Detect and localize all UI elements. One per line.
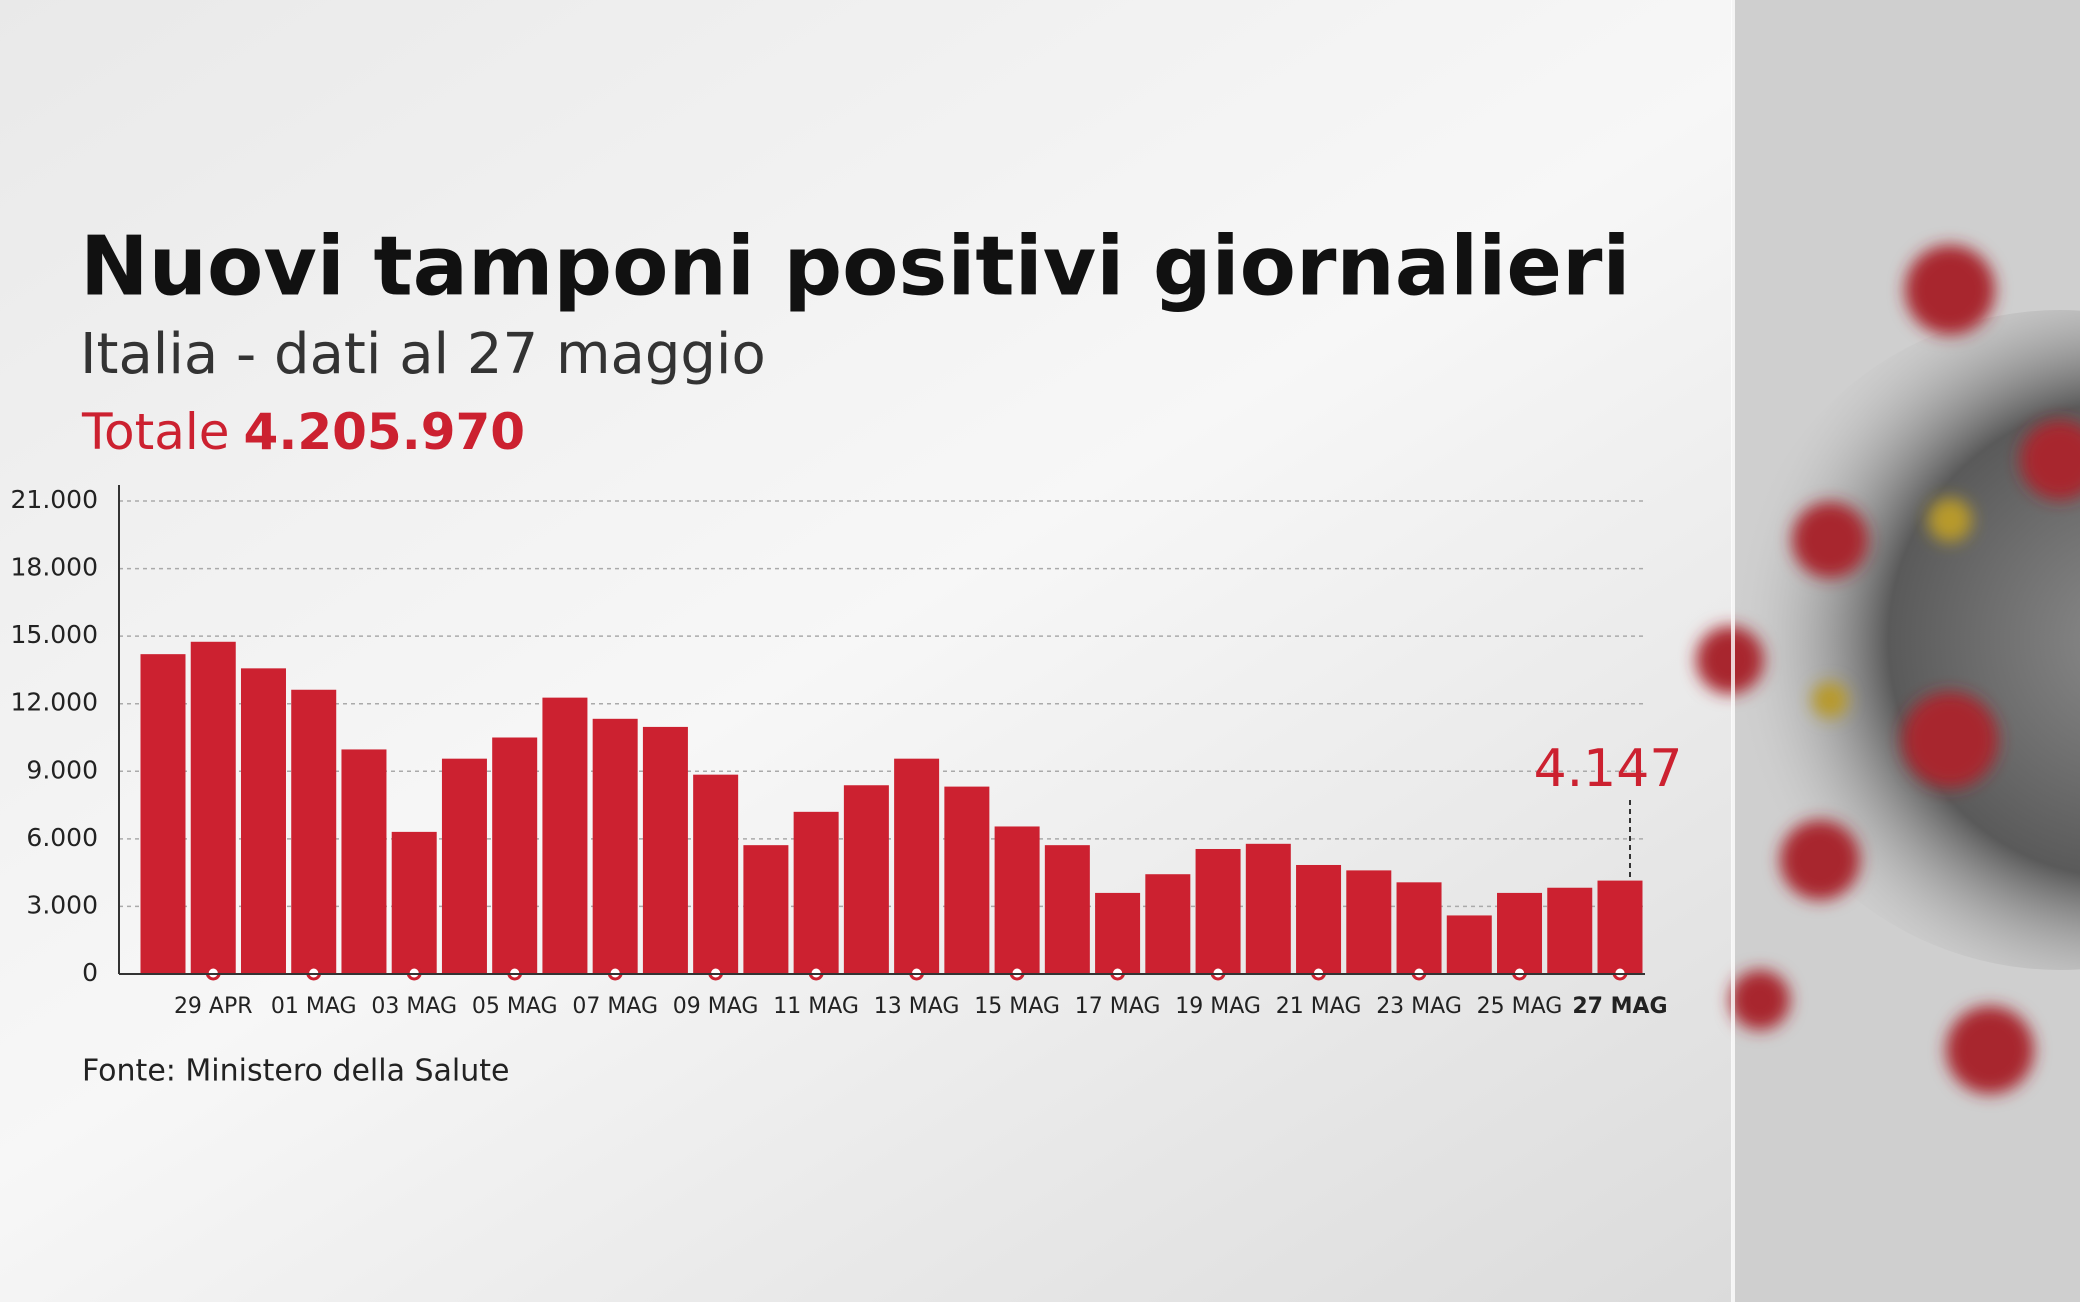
- total-label: Totale: [81, 403, 230, 461]
- bar: [1396, 882, 1442, 974]
- x-tick-label: 25 MAG: [1477, 994, 1563, 1019]
- x-tick-label: 07 MAG: [572, 994, 658, 1019]
- x-tick-label: 17 MAG: [1075, 994, 1161, 1019]
- x-tick-label: 03 MAG: [371, 994, 457, 1019]
- bar: [1044, 845, 1090, 974]
- bar: [1095, 892, 1141, 974]
- chart-subtitle: Italia - dati al 27 maggio: [80, 322, 766, 387]
- x-tick-label: 23 MAG: [1376, 994, 1462, 1019]
- x-tick-label: 27 MAG: [1572, 994, 1667, 1019]
- bar: [1195, 848, 1241, 974]
- bar: [441, 758, 487, 974]
- bar: [793, 811, 839, 974]
- bar: [1346, 870, 1392, 974]
- bar: [542, 697, 588, 974]
- bar: [592, 718, 638, 974]
- x-tick-label: 29 APR: [174, 994, 253, 1019]
- bar: [190, 641, 236, 974]
- bar: [642, 726, 688, 974]
- x-tick-label: 15 MAG: [974, 994, 1060, 1019]
- total: Totale 4.205.970: [81, 403, 525, 461]
- x-tick-label: 05 MAG: [472, 994, 558, 1019]
- y-tick-label: 21.000: [11, 485, 98, 514]
- bar: [894, 758, 940, 974]
- bar: [994, 826, 1040, 974]
- y-tick-label: 18.000: [11, 553, 98, 582]
- y-tick-label: 0: [82, 958, 98, 987]
- x-tick-label: 21 MAG: [1276, 994, 1362, 1019]
- total-value: 4.205.970: [244, 403, 526, 461]
- bar: [492, 737, 538, 974]
- bar: [944, 786, 990, 974]
- bar: [1296, 864, 1342, 974]
- bar: [1597, 880, 1643, 974]
- y-tick-label: 3.000: [26, 890, 98, 919]
- value-label: 4.147: [1534, 739, 1683, 799]
- bar: [240, 668, 286, 974]
- x-tick-label: 13 MAG: [874, 994, 960, 1019]
- y-tick-label: 12.000: [11, 688, 98, 717]
- bar: [693, 774, 739, 974]
- bar: [1245, 843, 1291, 974]
- bar: [843, 785, 889, 974]
- bar: [391, 831, 437, 974]
- x-tick-label: 09 MAG: [673, 994, 759, 1019]
- bar: [341, 749, 387, 974]
- x-tick-label: 01 MAG: [271, 994, 357, 1019]
- bar: [1145, 874, 1191, 974]
- source: Fonte: Ministero della Salute: [82, 1054, 510, 1089]
- bar: [140, 654, 186, 974]
- bar: [1446, 915, 1492, 974]
- y-tick-label: 6.000: [26, 823, 98, 852]
- bar: [1547, 887, 1593, 974]
- x-tick-label: 19 MAG: [1175, 994, 1261, 1019]
- y-tick-label: 9.000: [26, 755, 98, 784]
- virus-decoration: [1696, 0, 2080, 1302]
- bar: [291, 689, 337, 974]
- chart-title: Nuovi tamponi positivi giornalieri: [80, 219, 1631, 314]
- bar: [1497, 892, 1543, 974]
- bar: [743, 845, 789, 974]
- x-tick-label: 11 MAG: [773, 994, 859, 1019]
- y-tick-label: 15.000: [11, 620, 98, 649]
